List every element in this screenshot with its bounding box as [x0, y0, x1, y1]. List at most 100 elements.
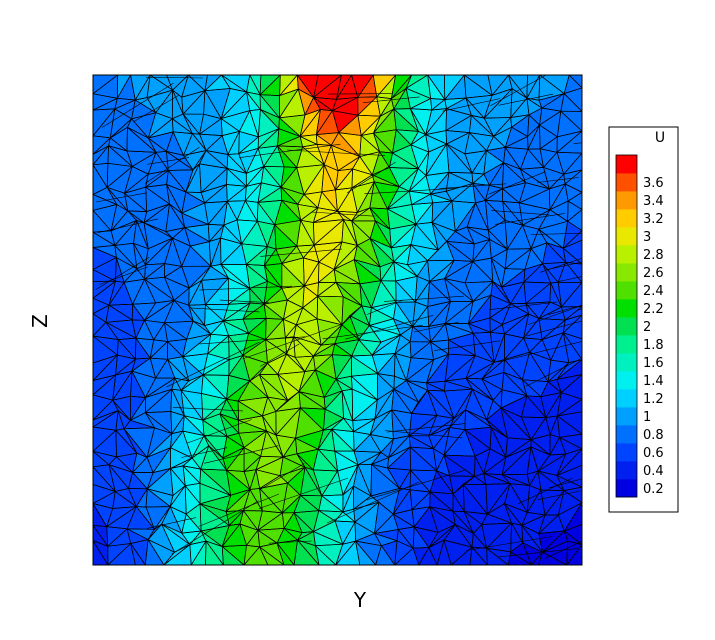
mesh-edge — [242, 324, 342, 360]
plot-frame — [92, 74, 583, 566]
legend-swatch — [616, 443, 637, 462]
legend-swatches — [615, 154, 638, 498]
legend-swatch — [616, 425, 637, 444]
mesh-edge — [146, 76, 203, 79]
mesh-edge — [540, 258, 582, 273]
mesh-edge — [311, 211, 375, 217]
mesh-triangle — [507, 551, 532, 565]
legend-tick-label: 0.8 — [643, 428, 664, 443]
mesh-triangle — [144, 538, 165, 565]
mesh-edge — [95, 192, 148, 203]
mesh-edge — [144, 146, 200, 184]
mesh-edge — [544, 540, 582, 559]
mesh-edge — [549, 478, 582, 489]
legend-swatch — [616, 227, 637, 246]
legend-tick-label: 1.8 — [643, 338, 664, 353]
legend-swatch — [616, 173, 637, 192]
legend-tick-labels: 0.2 0.4 0.6 0.8 1 1.2 1.4 1.6 1.8 2 2.2 2.4 2.6 2.8 3 3… — [643, 176, 664, 497]
mesh-edge — [558, 276, 582, 282]
legend-tick-label: 2.8 — [643, 248, 664, 263]
mesh-edge — [525, 359, 580, 387]
mesh-edge — [286, 149, 386, 156]
mesh-triangle — [314, 544, 337, 565]
mesh-edge — [526, 320, 582, 337]
mesh-edge — [365, 470, 465, 501]
mesh-edge — [102, 82, 174, 128]
legend-tick-label: 1.6 — [643, 356, 664, 371]
mesh-edge — [260, 343, 300, 367]
mesh-edge — [204, 445, 279, 464]
mesh-edge — [146, 517, 197, 529]
legend-tick-label: 2.4 — [643, 284, 664, 299]
legend-tick-label: 3.4 — [643, 194, 664, 209]
legend-swatch — [616, 281, 637, 300]
mesh-edge — [199, 336, 306, 345]
mesh-edge — [166, 341, 260, 388]
mesh-edge — [488, 301, 558, 310]
mesh-triangle — [259, 546, 285, 565]
legend-swatch — [616, 317, 637, 336]
legend-title: U — [655, 130, 665, 146]
legend-swatch — [616, 389, 637, 408]
mesh-edge — [189, 307, 260, 313]
legend-swatch — [616, 479, 637, 498]
legend-tick-label: 0.6 — [643, 446, 664, 461]
x-axis-label: Y — [353, 588, 367, 612]
mesh-triangle — [538, 551, 567, 565]
mesh-edge — [490, 75, 547, 107]
legend-tick-label: 3 — [643, 230, 651, 245]
legend-tick-label: 0.2 — [643, 482, 664, 497]
mesh-edge — [219, 299, 269, 303]
mesh-edge — [171, 500, 259, 555]
legend-tick-label: 3.2 — [643, 212, 664, 227]
mesh-edge — [97, 218, 159, 233]
mesh-edge — [386, 423, 466, 433]
mesh-edge — [181, 447, 228, 458]
legend-swatch — [616, 209, 637, 228]
mesh-edge — [439, 183, 507, 189]
mesh-triangle — [221, 545, 245, 565]
mesh-triangle — [276, 542, 295, 565]
mesh-edge — [434, 340, 501, 351]
mesh-triangle — [566, 544, 582, 565]
mesh-edge — [384, 430, 463, 439]
legend-swatch — [616, 155, 637, 174]
mesh-edge — [258, 477, 348, 509]
mesh-edge — [545, 261, 582, 271]
legend-tick-label: 0.4 — [643, 464, 664, 479]
legend-tick-label: 3.6 — [643, 176, 664, 191]
mesh-triangle — [93, 539, 109, 565]
mesh-edge — [99, 266, 148, 285]
mesh-edge — [258, 463, 305, 491]
legend-swatch — [616, 335, 637, 354]
mesh-edge — [366, 299, 404, 315]
mesh-edge — [260, 248, 342, 257]
mesh-edge — [466, 536, 553, 551]
legend-tick-label: 1.4 — [643, 374, 664, 389]
mesh-edge — [528, 305, 582, 325]
mesh-edge — [384, 295, 464, 302]
mesh-triangle — [130, 543, 146, 565]
legend-tick-label: 2.6 — [643, 266, 664, 281]
mesh-edge — [346, 161, 396, 194]
mesh-edge — [95, 256, 150, 290]
legend-tick-label: 2 — [643, 320, 651, 335]
mesh-triangle — [469, 546, 488, 565]
mesh-edge — [488, 171, 546, 195]
mesh-edge — [498, 341, 582, 363]
legend-swatch — [616, 245, 637, 264]
legend-tick-label: 1.2 — [643, 392, 664, 407]
legend-swatch — [616, 263, 637, 282]
legend-tick-label: 1 — [643, 410, 651, 425]
mesh-edge — [413, 321, 459, 333]
legend-swatch — [616, 407, 637, 426]
legend-swatch — [616, 191, 637, 210]
mesh-edge — [172, 407, 244, 412]
mesh-edge — [198, 493, 280, 527]
triangular-mesh — [93, 75, 582, 565]
mesh-edge — [498, 93, 554, 106]
legend-swatch — [616, 461, 637, 480]
legend-swatch — [616, 353, 637, 372]
mesh-edge — [199, 285, 293, 291]
